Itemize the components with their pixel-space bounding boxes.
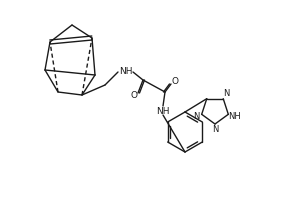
Text: N: N <box>212 126 218 134</box>
Text: O: O <box>172 77 178 86</box>
Text: NH: NH <box>156 106 170 116</box>
Text: N: N <box>193 112 199 121</box>
Text: O: O <box>130 92 137 100</box>
Text: N: N <box>224 89 230 98</box>
Text: NH: NH <box>228 112 240 121</box>
Text: NH: NH <box>119 68 133 76</box>
